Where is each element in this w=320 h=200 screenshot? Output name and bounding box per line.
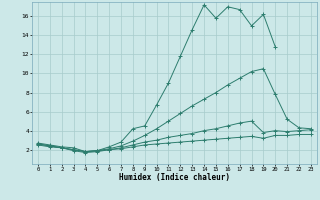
X-axis label: Humidex (Indice chaleur): Humidex (Indice chaleur) xyxy=(119,173,230,182)
